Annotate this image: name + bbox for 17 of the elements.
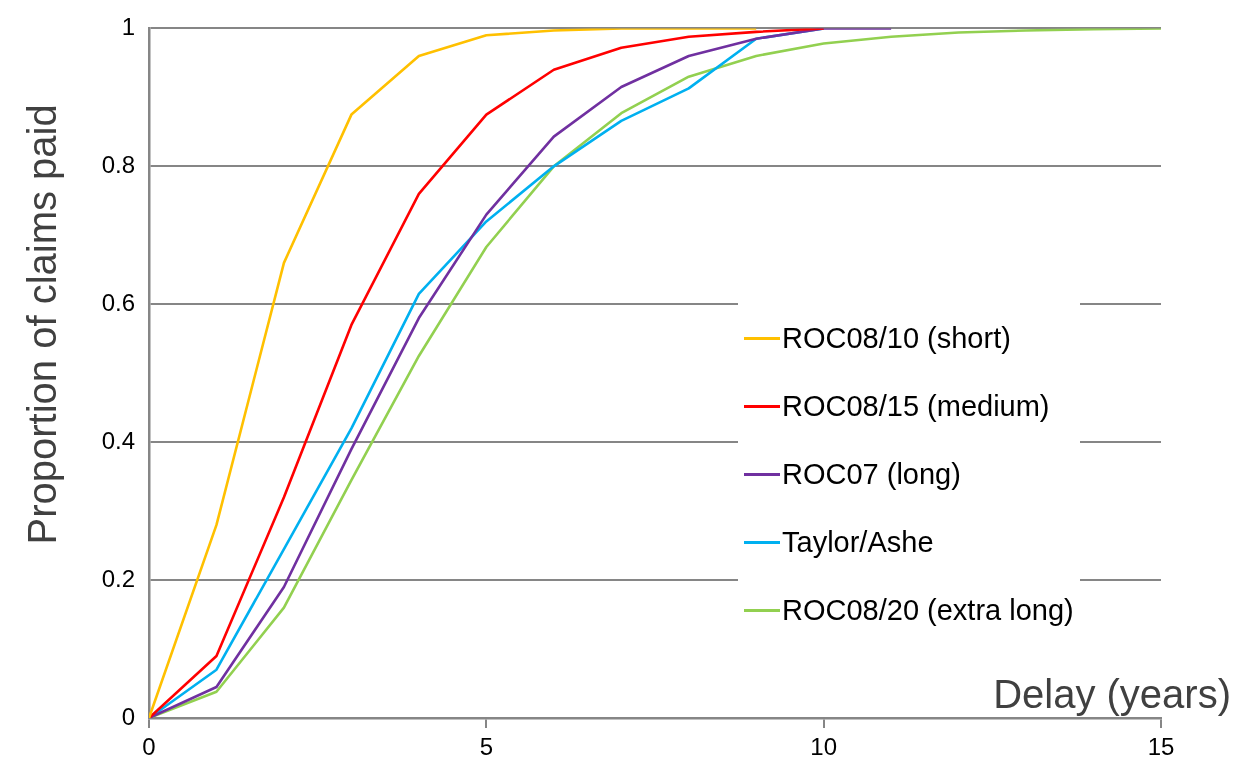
x-tick-label: 0 (142, 733, 156, 761)
legend-label: ROC07 (long) (782, 457, 961, 491)
x-tick-label: 15 (1147, 733, 1175, 761)
y-tick-label: 0.6 (101, 288, 135, 316)
x-tick-label: 5 (479, 733, 494, 761)
legend-label: Taylor/Ashe (782, 525, 934, 559)
y-tick-label: 0.4 (101, 426, 135, 454)
y-tick-label: 1 (121, 13, 135, 41)
y-tick-label: 0.8 (101, 150, 135, 178)
y-tick-label: 0 (121, 702, 135, 730)
x-tick-label: 10 (810, 733, 838, 761)
x-axis-title: Delay (years) (993, 672, 1231, 717)
y-tick-label: 0.2 (101, 564, 135, 592)
legend-label: ROC08/10 (short) (782, 321, 1011, 355)
y-axis-title: Proportion of claims paid (19, 104, 65, 545)
legend-label: ROC08/20 (extra long) (782, 593, 1074, 627)
legend-label: ROC08/15 (medium) (782, 389, 1050, 423)
